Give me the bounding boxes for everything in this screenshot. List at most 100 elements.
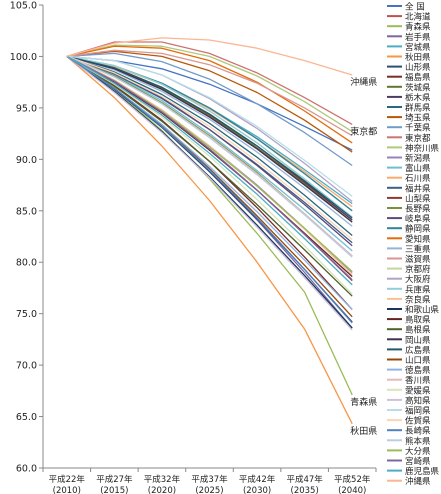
series-line-10 [66,55,353,236]
x-tick-label-western-year: (2030) [243,486,271,494]
x-tick-label-year: 平成47年 [286,474,323,485]
x-tick-label-year: 平成27年 [96,474,133,485]
series-lines [66,37,353,425]
series-line-13 [66,41,353,125]
series-line-46 [66,55,353,286]
x-tick-label-western-year: (2015) [100,486,128,494]
series-line-42 [66,55,353,324]
legend-label: 福岡県 [405,406,431,417]
legend-label: 宮崎県 [405,456,431,467]
line-annotation: 東京都 [350,125,377,137]
series-line-47 [66,37,353,76]
legend-label: 福井県 [405,183,431,194]
legend-label: 岐阜県 [405,214,431,225]
legend-label: 山口県 [405,355,431,366]
legend-label: 和歌山県 [405,305,440,316]
series-line-11 [66,50,353,153]
x-tick-label-western-year: (2035) [291,486,319,494]
legend-label: 岡山県 [405,335,431,346]
series-line-29 [66,55,353,276]
legend-label: 茨城県 [405,82,431,93]
legend-label: 沖縄県 [405,476,431,487]
legend-label: 愛知県 [405,234,431,245]
series-line-12 [66,52,353,167]
legend-label: 栃木県 [405,92,431,103]
x-tick-label-year: 平成32年 [144,474,181,485]
series-line-5 [66,55,353,425]
legend-label: 秋田県 [405,52,431,63]
y-tick-label: 65.0 [16,412,37,423]
legend-label: 神奈川県 [405,143,440,154]
legend-label: 岩手県 [405,32,431,43]
x-tick-label-year: 平成52年 [334,474,371,485]
series-line-25 [66,49,353,137]
series-line-39 [66,55,353,331]
legend-label: 徳島県 [405,365,431,376]
legend-label: 奈良県 [405,294,431,305]
y-tick-label: 75.0 [16,309,37,320]
legend-label: 千葉県 [405,123,431,134]
y-tick-label: 70.0 [16,361,37,372]
legend: 全 国北海道青森県岩手県宮城県秋田県山形県福島県茨城県栃木県群馬県埼玉県千葉県東… [387,2,440,487]
y-axis: 105.0 100.0 95.0 90.0 85.0 80.0 75.0 70.0 65.0 60… [10,1,43,475]
legend-label: 埼玉県 [405,113,431,124]
line-annotation: 沖縄県 [350,76,377,88]
series-line-38 [66,55,353,295]
series-line-16 [66,55,353,252]
legend-label: 鹿児島県 [405,466,440,477]
legend-label: 兵庫県 [405,284,431,295]
y-tick-label: 85.0 [16,206,37,217]
legend-label: 佐賀県 [405,416,431,427]
series-line-45 [66,55,353,281]
legend-label: 愛媛県 [405,385,431,396]
legend-label: 福島県 [405,72,431,83]
legend-label: 大分県 [405,446,431,457]
y-tick-label: 80.0 [16,258,37,269]
legend-label: 青森県 [405,22,431,33]
legend-label: 石川県 [405,174,431,184]
legend-label: 宮城県 [405,42,431,53]
series-line-14 [66,44,353,133]
legend-label: 長野県 [405,205,431,215]
x-axis: 平成22年(2010)平成27年(2015)平成32年(2020)平成37年(2… [42,468,377,494]
legend-label: 鳥取県 [405,315,431,326]
y-tick-label: 100.0 [10,52,37,63]
legend-label: 北海道 [405,12,431,23]
legend-label: 三重県 [405,244,431,255]
y-tick-label: 90.0 [16,155,37,166]
legend-label: 富山県 [405,163,431,174]
line-annotation: 青森県 [350,396,377,408]
x-tick-label-western-year: (2040) [338,486,366,494]
series-line-23 [66,45,353,144]
legend-label: 広島県 [405,345,431,356]
series-line-41 [66,55,353,241]
legend-label: 群馬県 [405,103,431,114]
x-tick-label-year: 平成22年 [49,474,86,485]
legend-label: 山梨県 [405,193,431,204]
series-line-30 [66,55,353,329]
series-line-33 [66,55,353,223]
legend-label: 熊本県 [405,436,431,447]
series-line-24 [66,55,353,227]
legend-label: 東京都 [405,133,431,144]
series-line-28 [66,55,353,218]
legend-label: 全 国 [405,2,425,13]
series-line-43 [66,55,353,258]
legend-label: 滋賀県 [405,254,431,265]
x-tick-label-year: 平成37年 [191,474,228,485]
y-tick-label: 105.0 [10,1,37,12]
plot-area [42,5,376,469]
x-tick-label-year: 平成42年 [239,474,276,485]
legend-label: 山形県 [405,62,431,73]
legend-label: 島根県 [405,325,431,336]
series-line-34 [66,55,353,219]
legend-label: 大阪府 [405,274,431,285]
legend-label: 静岡県 [405,224,431,235]
line-annotation: 秋田県 [350,425,377,437]
series-line-31 [66,55,353,278]
y-tick-label: 60.0 [16,464,37,475]
x-tick-label-western-year: (2010) [53,486,81,494]
legend-label: 京都府 [405,264,431,275]
